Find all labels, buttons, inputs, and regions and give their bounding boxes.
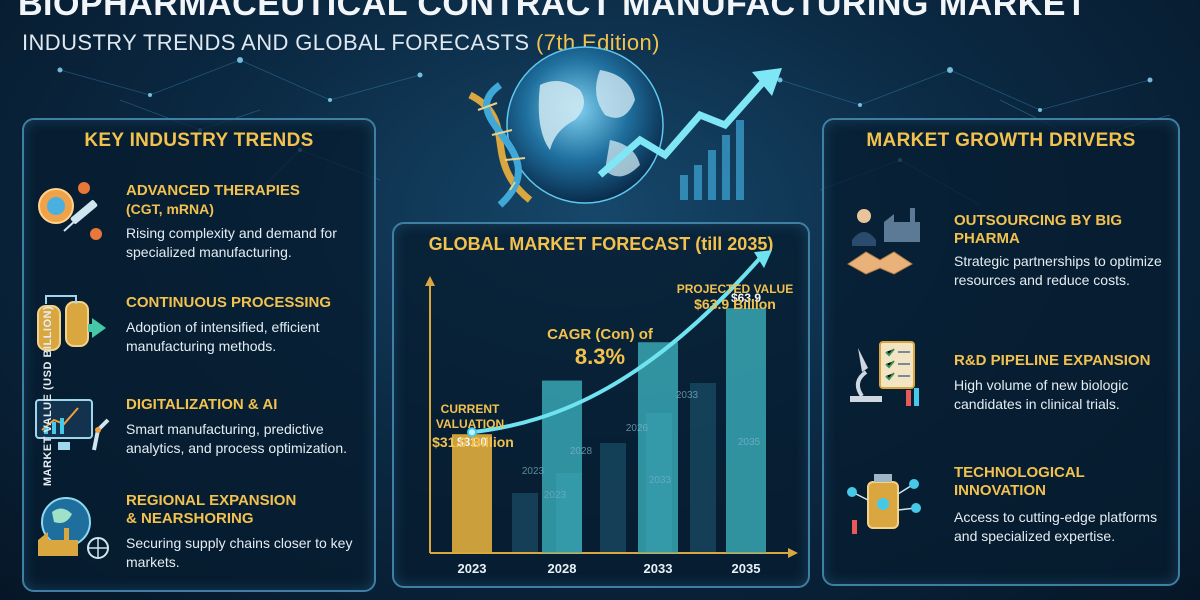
computer-robot-arm-icon [35,399,110,451]
bar-2023 [452,434,492,553]
trend-description: Rising complexity and demand for special… [126,225,337,260]
current-label-line2: VALUATION [435,417,505,431]
trend-title: DIGITALIZATION & AI [126,396,278,413]
ghost-label: 2028 [569,446,593,457]
page-subtitle: INDUSTRY TRENDS AND GLOBAL FORECASTS (7t… [22,30,922,56]
trend-description: Securing supply chains closer to key mar… [126,535,353,570]
x-tick-label: 2028 [548,561,577,576]
bioreactor-icon [37,295,106,351]
projected-value-label: PROJECTED VALUE [676,282,794,296]
microscope-clipboard-icon [850,341,919,406]
panel-title: KEY INDUSTRY TRENDS [84,130,314,151]
panel-title: MARKET GROWTH DRIVERS [866,130,1136,151]
trend-description: Adoption of intensified, efficient manuf… [126,319,320,354]
trend-title: REGIONAL EXPANSION [126,492,297,509]
forecast-title: GLOBAL MARKET FORECAST (till 2035) [428,234,774,254]
trend-line [471,256,762,435]
driver-subtitle: PHARMA [954,230,1020,247]
background-bar [690,383,716,553]
bar-value-label: $31.0 [457,435,487,449]
page-title: BIOPHARMACEUTICAL CONTRACT MANUFACTURING… [18,0,1088,23]
molecule-flask-icon [847,474,921,534]
y-axis-arrow [425,276,435,286]
cell-syringe-icon [38,182,102,240]
driver-rd-pipeline: R&D PIPELINE EXPANSION High volume of ne… [834,338,1174,428]
bar-2033 [638,342,678,553]
ghost-label: 2033 [675,390,699,401]
trend-continuous-processing: CONTINUOUS PROCESSING Adoption of intens… [34,290,370,370]
trend-regional-expansion: REGIONAL EXPANSION & NEARSHORING Securin… [34,492,370,582]
background-bar [600,443,626,553]
trend-subtitle: (CGT, mRNA) [126,201,214,217]
x-tick-label: 2035 [732,561,761,576]
trend-arrowhead [754,250,772,269]
driver-outsourcing: OUTSOURCING BY BIG PHARMA Strategic part… [834,206,1174,296]
trend-subtitle: & NEARSHORING [126,510,254,527]
driver-technological-innovation: TECHNOLOGICAL INNOVATION Access to cutti… [834,464,1174,564]
projected-value: $63.9 Billion [694,296,776,312]
x-tick-label: 2023 [458,561,487,576]
ghost-label: 2033 [648,475,672,486]
cagr-value: 8.3% [574,344,626,369]
current-label-line1: CURRENT [440,402,500,416]
key-industry-trends-panel: KEY INDUSTRY TRENDS ADVANCED THERAPIES (… [22,118,376,592]
trend-title: CONTINUOUS PROCESSING [126,294,332,311]
background-bar [512,493,538,553]
driver-title: TECHNOLOGICAL [954,464,1085,481]
driver-description: Strategic partnerships to optimize resou… [954,253,1162,288]
bar-2035 [726,308,766,553]
driver-description: Access to cutting-edge platforms and spe… [954,509,1158,544]
bar-value-label: $63.9 [731,291,761,305]
market-growth-drivers-panel: MARKET GROWTH DRIVERS OUTSOURCING BY BIG… [822,118,1180,586]
driver-title: R&D PIPELINE EXPANSION [954,352,1151,369]
x-axis-arrow [788,548,798,558]
trend-advanced-therapies: ADVANCED THERAPIES (CGT, mRNA) Rising co… [34,176,370,266]
current-valuation-value: $31.0 Billion [432,434,514,450]
driver-description: High volume of new biologic candidates i… [954,377,1129,412]
bar-2028 [542,380,582,553]
driver-title: OUTSOURCING BY BIG [954,212,1123,229]
globe-factory-icon [38,497,109,559]
trend-start-point [467,427,477,438]
ghost-label: 2023 [543,490,567,501]
x-tick-label: 2033 [644,561,673,576]
handshake-factory-icon [847,208,920,275]
trend-description: Smart manufacturing, predictive analytic… [126,421,347,456]
cagr-label: CAGR (Con) of [547,326,653,343]
trend-title: ADVANCED THERAPIES [126,182,300,199]
driver-subtitle: INNOVATION [954,482,1046,499]
ghost-label: 2026 [625,423,649,434]
trend-digitalization-ai: DIGITALIZATION & AI Smart manufacturing,… [34,390,370,480]
ghost-label: 2023 [521,466,545,477]
subtitle-text: INDUSTRY TRENDS AND GLOBAL FORECASTS [22,30,530,55]
ghost-label: 2035 [737,437,761,448]
current-valuation-label: CURRENT VALUATION [420,402,520,432]
